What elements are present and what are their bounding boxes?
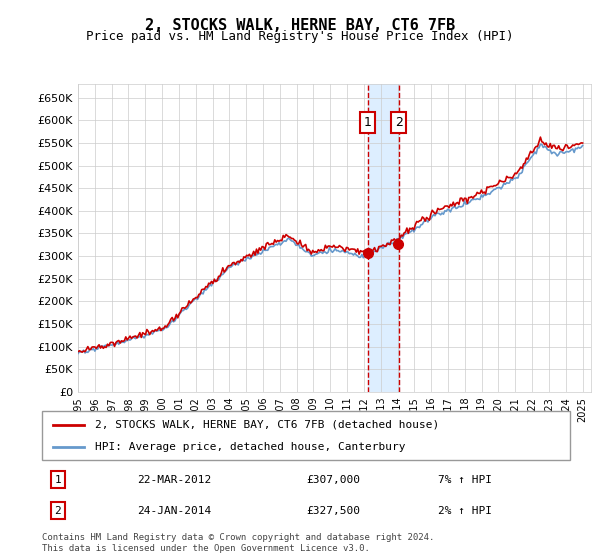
- Text: HPI: Average price, detached house, Canterbury: HPI: Average price, detached house, Cant…: [95, 441, 406, 451]
- Text: 2, STOCKS WALK, HERNE BAY, CT6 7FB: 2, STOCKS WALK, HERNE BAY, CT6 7FB: [145, 18, 455, 33]
- Bar: [368, 84, 399, 392]
- Text: £307,000: £307,000: [306, 475, 360, 484]
- Text: 2: 2: [395, 116, 403, 129]
- Text: 1: 1: [55, 475, 61, 484]
- Text: 2, STOCKS WALK, HERNE BAY, CT6 7FB (detached house): 2, STOCKS WALK, HERNE BAY, CT6 7FB (deta…: [95, 420, 439, 430]
- Text: 24-JAN-2014: 24-JAN-2014: [137, 506, 211, 516]
- Text: 22-MAR-2012: 22-MAR-2012: [137, 475, 211, 484]
- Text: 2: 2: [55, 506, 61, 516]
- Text: Price paid vs. HM Land Registry's House Price Index (HPI): Price paid vs. HM Land Registry's House …: [86, 30, 514, 43]
- Text: 1: 1: [364, 116, 371, 129]
- Text: £327,500: £327,500: [306, 506, 360, 516]
- Text: Contains HM Land Registry data © Crown copyright and database right 2024.
This d: Contains HM Land Registry data © Crown c…: [42, 533, 434, 553]
- Text: 2% ↑ HPI: 2% ↑ HPI: [438, 506, 492, 516]
- Text: 7% ↑ HPI: 7% ↑ HPI: [438, 475, 492, 484]
- FancyBboxPatch shape: [42, 411, 570, 460]
